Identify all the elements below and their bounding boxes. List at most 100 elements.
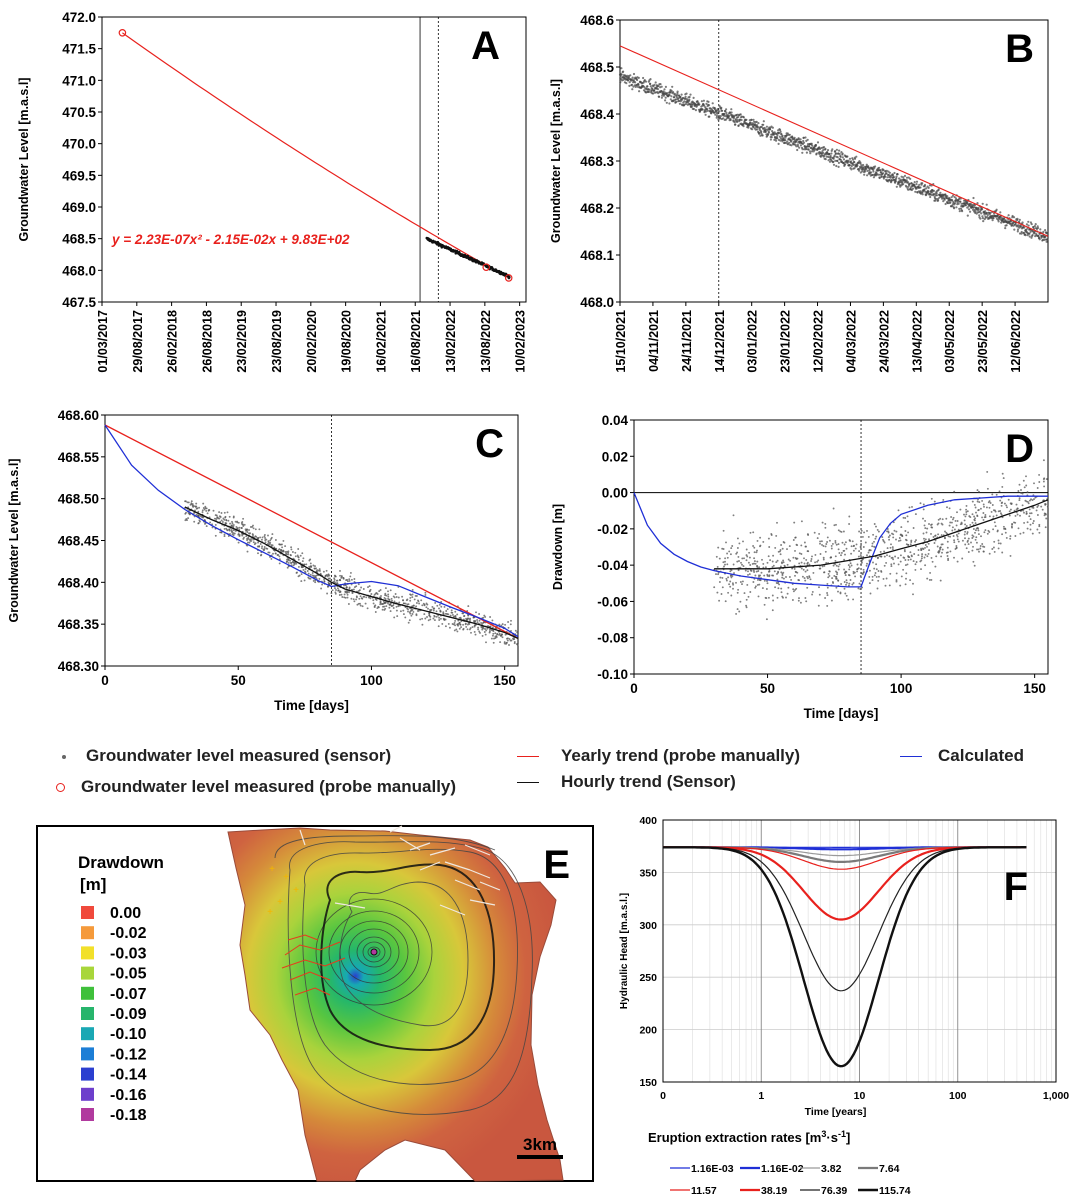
sensor-point [837, 590, 839, 593]
sensor-point [676, 93, 679, 97]
sensor-point [701, 108, 704, 111]
sensor-point [484, 633, 487, 636]
sensor-point [768, 568, 771, 571]
sensor-point [680, 93, 683, 96]
sensor-point [939, 579, 942, 582]
sensor-point [980, 535, 982, 538]
sensor-point [900, 575, 903, 578]
sensor-point [897, 509, 900, 512]
sensor-point [901, 180, 904, 183]
sensor-point [910, 539, 913, 542]
sensor-point [729, 585, 732, 588]
sensor-point [305, 563, 308, 566]
sensor-point [998, 490, 1001, 493]
sensor-point [776, 137, 779, 140]
sensor-point [221, 521, 224, 523]
sensor-point [808, 563, 811, 566]
sensor-point [423, 604, 426, 607]
sensor-point [905, 176, 909, 179]
sensor-point [259, 543, 262, 545]
sensor-point [1044, 503, 1047, 506]
sensor-point [1030, 512, 1033, 515]
sensor-point [297, 558, 300, 561]
sensor-point [779, 130, 782, 133]
sensor-point [480, 622, 483, 624]
sensor-point [800, 567, 803, 570]
sensor-point [314, 581, 317, 584]
sensor-point [1001, 472, 1004, 475]
sensor-point [917, 554, 920, 557]
sensor-point [977, 498, 979, 501]
sensor-point [263, 535, 266, 538]
sensor-point [873, 567, 876, 570]
contour-line [367, 946, 381, 958]
sensor-point [733, 114, 736, 117]
sensor-point [745, 554, 748, 557]
sensor-point [1011, 526, 1013, 529]
sensor-point [465, 617, 468, 620]
sensor-point [235, 525, 238, 528]
sensor-point [700, 100, 704, 103]
sensor-point [343, 593, 346, 596]
sensor-point [803, 562, 806, 565]
sensor-point [438, 607, 440, 610]
sensor-point [213, 517, 216, 520]
sensor-point [735, 552, 738, 555]
sensor-point [826, 149, 830, 152]
sensor-point [892, 176, 896, 179]
legend-yearly-item: Yearly trend (probe manually) [517, 746, 800, 766]
sensor-point [786, 563, 789, 566]
sensor-point [336, 587, 339, 590]
sensor-point [1005, 224, 1008, 227]
sensor-point [492, 632, 495, 635]
sensor-point [736, 537, 739, 540]
sensor-point [842, 158, 846, 161]
sensor-point [446, 608, 449, 611]
sensor-point [964, 530, 967, 533]
x-tick-label: 04/11/2021 [647, 310, 661, 372]
sensor-point [220, 531, 223, 534]
sensor-point [719, 115, 722, 118]
sensor-point [848, 568, 851, 571]
sensor-point [727, 576, 730, 579]
sensor-point [378, 596, 381, 599]
sensor-point [902, 183, 905, 186]
sensor-point [231, 520, 233, 523]
contour-line [287, 841, 533, 1115]
sensor-point [819, 553, 822, 555]
sensor-point [481, 634, 484, 637]
sensor-point [380, 595, 382, 597]
fault-line [444, 861, 471, 871]
sensor-point [463, 614, 466, 617]
sensor-point [756, 126, 759, 129]
sensor-point [844, 571, 847, 574]
panel-a: A467.5468.0468.5469.0469.5470.0470.5471.… [17, 10, 528, 373]
sensor-point [772, 554, 775, 557]
sensor-point [928, 523, 930, 525]
legend-swatch [81, 1007, 94, 1020]
sensor-point [658, 95, 661, 98]
sensor-point [999, 542, 1002, 545]
sensor-point [1023, 226, 1026, 229]
sensor-point [884, 175, 887, 178]
sensor-point [899, 560, 902, 563]
sensor-point [199, 515, 202, 517]
sensor-point [417, 609, 420, 612]
sensor-point [885, 172, 888, 175]
sensor-point [1003, 502, 1006, 505]
sensor-point [879, 550, 882, 553]
sensor-point [903, 550, 906, 553]
sensor-point [835, 148, 839, 151]
sensor-point [848, 164, 851, 167]
sensor-point [1009, 535, 1012, 538]
sensor-point [405, 599, 408, 602]
sensor-point [909, 551, 912, 554]
sensor-point [928, 549, 931, 552]
sensor-point [388, 606, 391, 609]
sensor-point [910, 541, 913, 543]
sensor-point [834, 540, 837, 542]
sensor-point [509, 639, 512, 642]
sensor-point [295, 562, 298, 565]
sensor-point [484, 628, 487, 630]
sensor-point [619, 75, 622, 78]
